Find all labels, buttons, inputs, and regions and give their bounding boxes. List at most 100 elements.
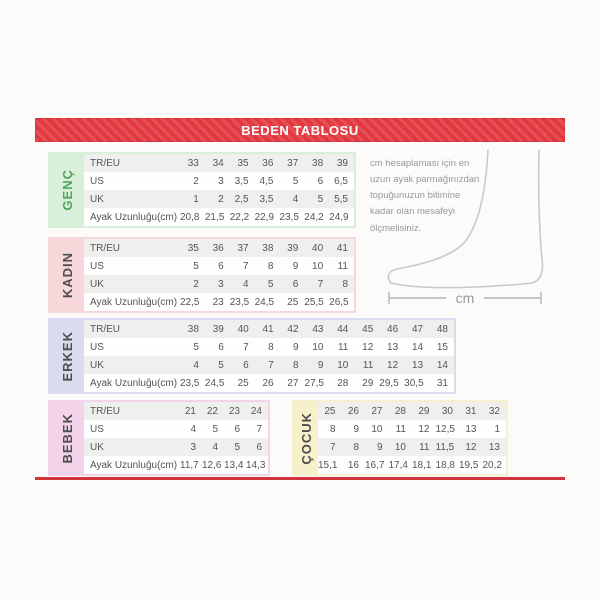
size-value: 10 xyxy=(312,260,324,272)
table-row: UK 2 3 4 5 6 7 8 xyxy=(84,275,354,293)
size-value: 42 xyxy=(287,323,299,335)
size-value: 5 xyxy=(212,423,218,435)
size-value: 25 xyxy=(324,405,336,417)
size-value: 9 xyxy=(317,359,324,371)
size-value: 3 xyxy=(190,441,196,453)
size-value: 39 xyxy=(212,323,224,335)
section-title: ERKEK xyxy=(59,330,75,382)
size-value: 44 xyxy=(337,323,349,335)
table-row: TR/EU 35 36 37 38 39 40 41 xyxy=(84,239,354,257)
size-value: 4 xyxy=(212,441,218,453)
size-table-bebek: TR/EU 21 22 23 24 US 4 5 6 7 UK 3 4 5 6 Ayak Uzunluğu(c… xyxy=(84,402,268,474)
size-value: 19,5 xyxy=(459,459,479,471)
size-value: 2 xyxy=(193,175,199,187)
table-row: 25 26 27 28 29 30 31 32 xyxy=(318,402,506,420)
size-value: 35 xyxy=(187,242,199,254)
row-label: TR/EU xyxy=(90,242,120,254)
size-value: 5 xyxy=(193,341,199,353)
size-value: 13 xyxy=(488,441,500,453)
size-value: 39 xyxy=(287,242,299,254)
size-table-cocuk: 25 26 27 28 29 30 31 32 8 9 10 11 12 12,5 13 1 7 8 9 10 11 11… xyxy=(318,402,506,474)
size-value: 8 xyxy=(342,278,348,290)
table-row: 8 9 10 11 12 12,5 13 1 xyxy=(318,420,506,438)
table-row: 7 8 9 10 11 11,5 12 13 xyxy=(318,438,506,456)
row-label: Ayak Uzunluğu(cm) xyxy=(90,377,178,389)
size-value: 48 xyxy=(436,323,448,335)
size-value: 8 xyxy=(267,260,274,272)
size-value: 14 xyxy=(411,341,424,353)
size-value: 3 xyxy=(218,278,224,290)
size-value: 11,7 xyxy=(180,459,199,471)
size-value: 5,5 xyxy=(334,193,348,205)
table-row: 15,1 16 16,7 17,4 18,1 18,8 19,5 20,2 xyxy=(318,456,506,474)
row-label: TR/EU xyxy=(90,157,120,169)
section-title: BEBEK xyxy=(59,412,75,464)
size-value: 3,5 xyxy=(234,175,249,187)
size-value: 38 xyxy=(312,157,324,169)
size-table-erkek: TR/EU 38 39 40 41 42 43 44 45 46 47 48 US 5 6 7 8 9 10 11 12… xyxy=(84,320,454,392)
size-value: 6 xyxy=(292,278,299,290)
size-value: 23,5 xyxy=(229,296,250,308)
section-erkek: ERKEK TR/EU 38 39 40 41 42 43 44 45 46 47 48 US 5 6 7 8 9 1… xyxy=(48,318,456,394)
size-value: 23 xyxy=(212,296,224,308)
size-value: 15 xyxy=(436,341,448,353)
size-value: 8 xyxy=(268,341,274,353)
table-row: Ayak Uzunluğu(cm) 20,8 21,5 22,2 22,9 23,5 24,… xyxy=(84,208,354,226)
size-value: 8 xyxy=(353,441,359,453)
size-value: 12,5 xyxy=(435,423,455,435)
size-value: 20,8 xyxy=(180,211,200,223)
size-value: 12 xyxy=(418,423,430,435)
size-value: 20,2 xyxy=(482,459,502,471)
size-value: 9 xyxy=(376,441,383,453)
page-title: BEDEN TABLOSU xyxy=(241,122,359,138)
size-value: 39 xyxy=(336,157,348,169)
size-value: 3 xyxy=(218,175,224,187)
section-label-kadin: KADIN xyxy=(50,239,84,311)
size-value: 25 xyxy=(287,296,299,308)
section-label-cocuk: ÇOCUK xyxy=(294,402,318,474)
section-title: GENÇ xyxy=(59,169,75,211)
size-value: 18,1 xyxy=(412,459,432,471)
size-value: 5 xyxy=(193,260,199,272)
size-value: 13 xyxy=(411,359,424,371)
table-row: TR/EU 21 22 23 24 xyxy=(84,402,268,420)
size-value: 47 xyxy=(411,323,424,335)
size-value: 14,3 xyxy=(246,459,266,471)
size-value: 10 xyxy=(337,359,349,371)
size-value: 7 xyxy=(317,278,324,290)
size-value: 2,5 xyxy=(234,193,249,205)
table-row: Ayak Uzunluğu(cm) 23,5 24,5 25 26 27 27,5 28 29 2… xyxy=(84,374,454,392)
row-label: US xyxy=(90,260,104,272)
size-value: 24,9 xyxy=(329,211,349,223)
size-value: 15,1 xyxy=(318,459,338,471)
row-label: TR/EU xyxy=(90,405,120,417)
size-value: 4 xyxy=(193,359,199,371)
row-label: TR/EU xyxy=(90,323,120,335)
table-row: Ayak Uzunluğu(cm) 22,5 23 23,5 24,5 25 25,5 26,… xyxy=(84,293,354,311)
size-value: 34 xyxy=(212,157,224,169)
size-value: 7 xyxy=(256,423,262,435)
section-label-genc: GENÇ xyxy=(50,154,84,226)
section-title: KADIN xyxy=(59,251,75,299)
size-value: 45 xyxy=(362,323,374,335)
row-label: Ayak Uzunluğu(cm) xyxy=(90,296,178,308)
size-value: 4 xyxy=(190,423,196,435)
size-value: 5 xyxy=(292,175,299,187)
size-value: 13 xyxy=(465,423,477,435)
size-value: 2 xyxy=(218,193,224,205)
size-value: 7 xyxy=(243,341,249,353)
table-row: US 5 6 7 8 9 10 11 12 13 14 15 xyxy=(84,338,454,356)
size-value: 37 xyxy=(237,242,249,254)
section-genc: GENÇ TR/EU 33 34 35 36 37 38 39 US 2 3 3,5 4,5 5 6 6,5 UK… xyxy=(48,152,356,228)
size-value: 35 xyxy=(237,157,249,169)
row-label: US xyxy=(90,175,104,187)
size-value: 46 xyxy=(387,323,399,335)
size-value: 1 xyxy=(193,193,199,205)
size-value: 36 xyxy=(212,242,224,254)
size-value: 23,5 xyxy=(180,377,200,389)
size-value: 7 xyxy=(268,359,274,371)
size-value: 23 xyxy=(228,405,240,417)
size-value: 7 xyxy=(329,441,336,453)
size-value: 23,5 xyxy=(279,211,299,223)
size-value: 43 xyxy=(312,323,324,335)
